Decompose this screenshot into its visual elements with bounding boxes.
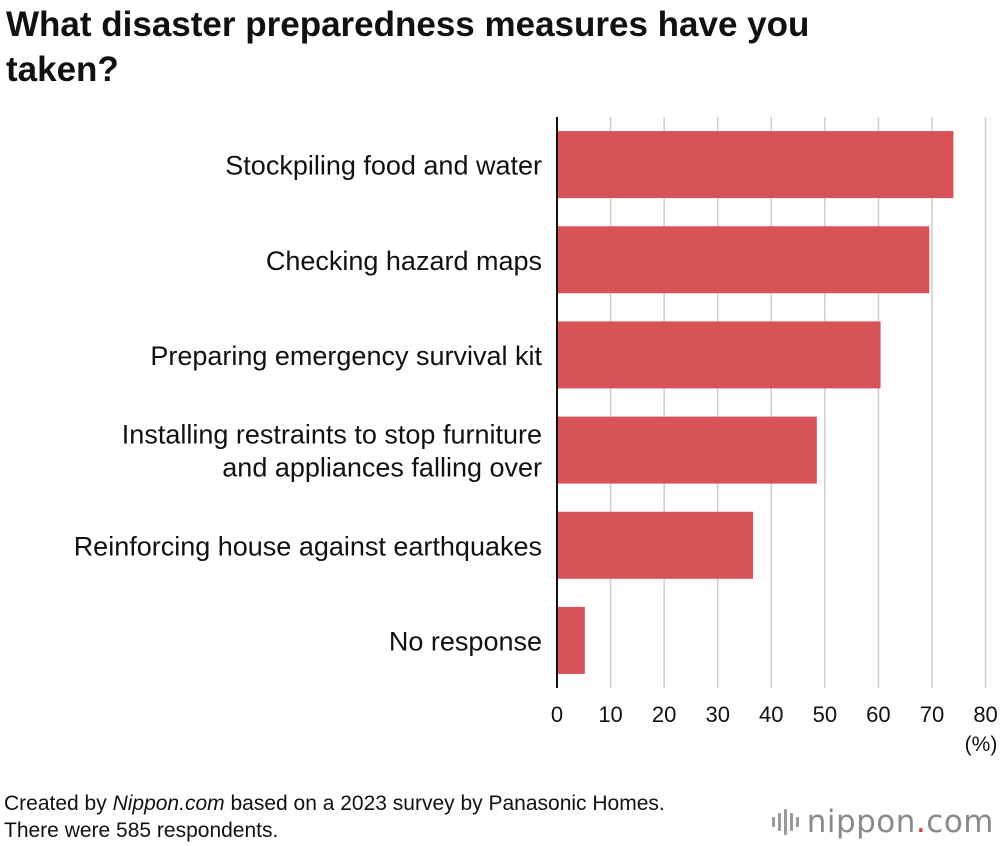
source-prefix: Created by xyxy=(4,792,113,815)
category-label: No response xyxy=(389,626,542,656)
category-label: Preparing emergency survival kit xyxy=(150,341,542,371)
category-label: Checking hazard maps xyxy=(266,246,542,276)
x-tick-label: 30 xyxy=(705,702,729,727)
x-tick-label: 0 xyxy=(551,702,563,727)
x-tick-label: 80 xyxy=(973,702,997,727)
x-axis-ticks: 0 10 20 30 40 50 60 70 80 xyxy=(551,702,998,727)
x-tick-label: 60 xyxy=(866,702,890,727)
x-tick-label: 10 xyxy=(598,702,622,727)
source-site: Nippon.com xyxy=(112,792,225,815)
x-tick-label: 40 xyxy=(759,702,783,727)
x-axis-unit: (%) xyxy=(965,733,998,756)
bar xyxy=(557,511,754,579)
nippon-logo: nippon.com xyxy=(771,802,994,842)
bars xyxy=(557,131,954,674)
x-tick-label: 70 xyxy=(920,702,944,727)
x-tick-label: 50 xyxy=(813,702,837,727)
bar xyxy=(557,606,585,674)
category-labels: Stockpiling food and water Checking hazar… xyxy=(74,151,543,657)
category-label: Installing restraints to stop furniture xyxy=(122,420,542,450)
soundwave-icon xyxy=(771,807,799,837)
x-tick-label: 20 xyxy=(652,702,676,727)
category-label: and appliances falling over xyxy=(222,453,542,483)
gridlines xyxy=(609,117,987,688)
bar xyxy=(557,416,817,484)
bar xyxy=(557,131,954,199)
source-note: Created by Nippon.com based on a 2023 su… xyxy=(4,790,724,844)
bar xyxy=(557,321,881,389)
bar xyxy=(557,226,930,294)
category-label: Reinforcing house against earthquakes xyxy=(74,531,542,561)
source-suffix: based on a 2023 survey by Panasonic Home… xyxy=(4,792,665,842)
category-label: Stockpiling food and water xyxy=(225,151,542,181)
brand-wordmark: nippon.com xyxy=(806,804,994,840)
chart-title: What disaster preparedness measures have… xyxy=(6,5,810,89)
